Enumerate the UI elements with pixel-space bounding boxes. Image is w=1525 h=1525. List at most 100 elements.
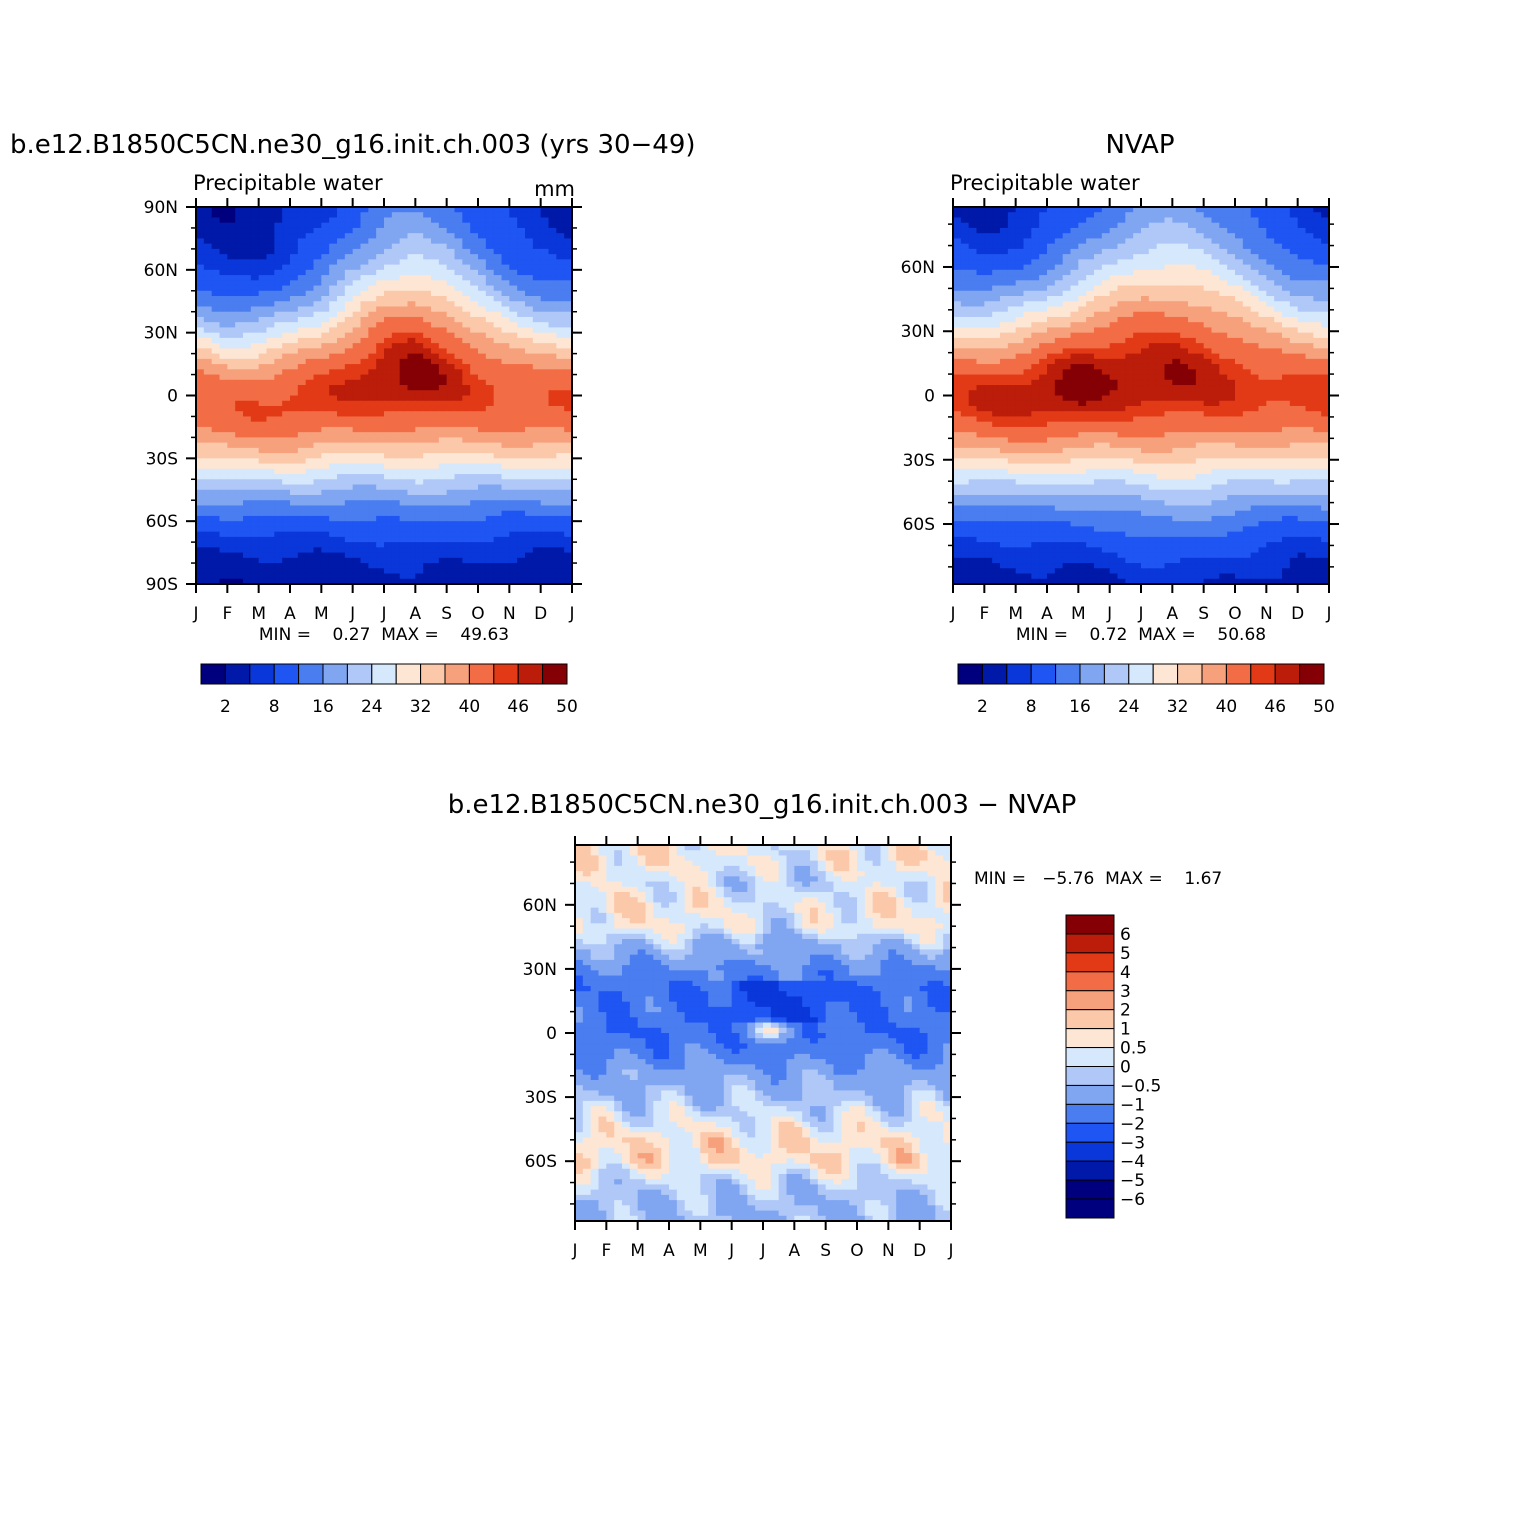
heatmap-cell — [1282, 238, 1291, 245]
heatmap-cell — [532, 536, 542, 543]
heatmap-cell — [203, 494, 213, 501]
heatmap-cell — [1086, 248, 1095, 255]
heatmap-cell — [1266, 322, 1275, 329]
heatmap-cell — [1094, 254, 1103, 260]
heatmap-cell — [423, 479, 432, 486]
heatmap-cell — [337, 233, 346, 240]
heatmap-cell — [1133, 269, 1142, 276]
heatmap-cell — [1227, 259, 1236, 266]
heatmap-cell — [1000, 227, 1009, 234]
heatmap-cell — [1289, 348, 1299, 355]
heatmap-cell — [196, 531, 205, 538]
heatmap-cell — [1101, 222, 1111, 229]
heatmap-cell — [1164, 275, 1173, 281]
heatmap-cell — [266, 432, 275, 438]
heatmap-cell — [321, 327, 330, 334]
heatmap-cell — [1054, 207, 1064, 213]
heatmap-cell — [329, 510, 338, 517]
heatmap-cell — [1125, 233, 1134, 240]
heatmap-cell — [548, 233, 557, 240]
heatmap-cell — [470, 233, 479, 240]
heatmap-cell — [282, 233, 291, 240]
colorbar-box — [224, 663, 251, 685]
heatmap-cell — [297, 227, 307, 234]
heatmap-cell — [258, 416, 268, 423]
heatmap-cell — [258, 453, 268, 459]
heatmap-cell — [1101, 327, 1111, 334]
heatmap-cell — [1321, 311, 1330, 318]
heatmap-cell — [556, 568, 565, 575]
heatmap-cell — [376, 322, 385, 329]
heatmap-cell — [235, 269, 244, 276]
heatmap-cell — [517, 227, 526, 234]
heatmap-cell — [1258, 306, 1267, 313]
heatmap-cell — [1203, 212, 1213, 219]
heatmap-cell — [344, 233, 354, 240]
heatmap-cell — [1227, 222, 1236, 229]
heatmap-cell — [399, 364, 409, 370]
heatmap-cell — [1289, 207, 1299, 213]
heatmap-cell — [1070, 227, 1079, 234]
heatmap-cell — [1164, 290, 1173, 297]
heatmap-cell — [423, 259, 432, 266]
heatmap-cell — [1258, 212, 1267, 219]
heatmap-cell — [501, 500, 510, 507]
heatmap-cell — [501, 207, 510, 213]
heatmap-cell — [1039, 332, 1048, 339]
heatmap-cell — [1109, 296, 1119, 302]
heatmap-cell — [470, 207, 479, 213]
heatmap-cell — [532, 369, 542, 376]
heatmap-cell — [485, 432, 495, 438]
heatmap-cell — [321, 264, 330, 271]
heatmap-cell — [509, 374, 518, 381]
heatmap-cell — [297, 207, 307, 213]
heatmap-cell — [384, 521, 393, 528]
heatmap-cell — [984, 343, 993, 349]
heatmap-cell — [235, 494, 244, 501]
heatmap-cell — [1297, 275, 1307, 281]
heatmap-cell — [976, 280, 985, 287]
heatmap-cell — [540, 463, 550, 470]
heatmap-cell — [376, 447, 385, 454]
heatmap-cell — [384, 505, 393, 512]
heatmap-cell — [399, 510, 409, 517]
heatmap-cell — [203, 212, 213, 219]
heatmap-cell — [525, 369, 534, 376]
heatmap-cell — [313, 426, 322, 433]
heatmap-cell — [344, 379, 354, 386]
heatmap-cell — [1141, 322, 1150, 329]
heatmap-cell — [493, 578, 503, 585]
heatmap-cell — [407, 358, 416, 365]
heatmap-cell — [250, 557, 260, 564]
heatmap-cell — [250, 437, 260, 444]
heatmap-cell — [407, 280, 416, 287]
heatmap-cell — [250, 458, 260, 465]
heatmap-cell — [454, 369, 463, 376]
heatmap-cell — [368, 426, 377, 433]
heatmap-cell — [305, 207, 315, 213]
heatmap-cell — [1250, 285, 1260, 292]
heatmap-cell — [540, 568, 550, 575]
heatmap-cell — [548, 327, 557, 334]
heatmap-cell — [376, 484, 385, 491]
heatmap-cell — [556, 385, 565, 391]
heatmap-cell — [984, 358, 993, 365]
heatmap-cell — [462, 316, 471, 323]
heatmap-cell — [235, 369, 244, 376]
heatmap-cell — [368, 243, 377, 250]
heatmap-cell — [313, 233, 322, 240]
heatmap-cell — [337, 526, 346, 533]
heatmap-cell — [454, 463, 463, 470]
heatmap-cell — [462, 521, 471, 528]
heatmap-cell — [968, 311, 978, 318]
heatmap-cell — [493, 238, 503, 245]
heatmap-cell — [360, 568, 369, 575]
heatmap-cell — [415, 563, 424, 569]
heatmap-cell — [976, 212, 985, 219]
heatmap-cell — [203, 269, 213, 276]
heatmap-cell — [1086, 296, 1095, 302]
heatmap-cell — [250, 395, 260, 402]
heatmap-cell — [1219, 212, 1228, 219]
heatmap-cell — [415, 243, 424, 250]
heatmap-cell — [329, 259, 338, 266]
